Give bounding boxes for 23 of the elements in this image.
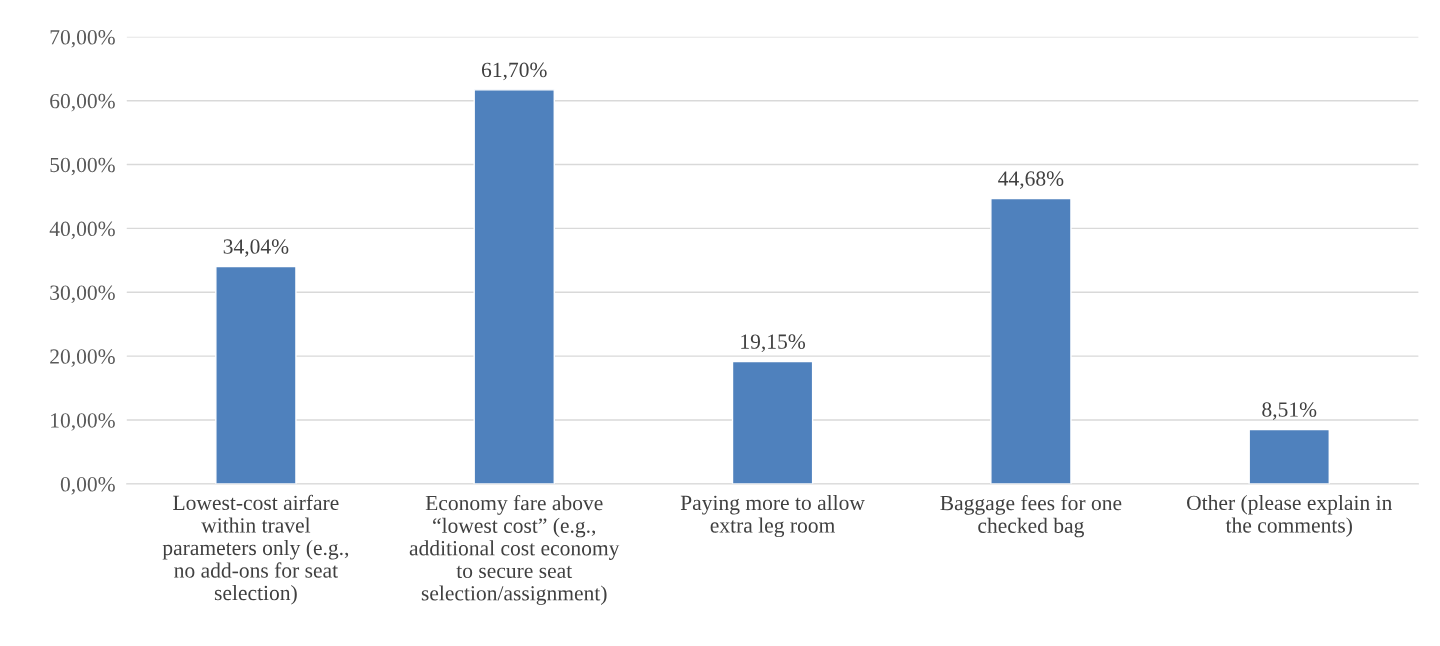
x-tick-label: Economy fare above “lowest cost” (e.g., additional cost economy to secure seat selection/assignment) — [409, 494, 620, 605]
x-tick-label: Other (please explain in the comments) — [1187, 494, 1393, 537]
bar — [215, 265, 297, 484]
y-tick-label: 40,00% — [49, 221, 115, 240]
data-label: 34,04% — [223, 239, 289, 257]
y-tick-label: 10,00% — [51, 413, 115, 431]
data-label: 8,51% — [1262, 402, 1317, 420]
y-tick-label: 50,00% — [50, 157, 115, 176]
bar — [990, 197, 1072, 484]
x-tick-label: Paying more to allow extra leg room — [680, 494, 865, 538]
y-tick-label: 70,00% — [50, 29, 115, 48]
bar — [473, 89, 555, 484]
x-tick-label: Lowest-cost airfare within travel parameters only (e.g., no add-ons for seat selection) — [162, 494, 349, 605]
data-label: 19,15% — [741, 334, 806, 352]
data-label: 61,70% — [481, 62, 547, 81]
y-tick-label: 30,00% — [50, 285, 115, 304]
y-tick-label: 60,00% — [50, 93, 115, 112]
y-tick-label: 0,00% — [60, 477, 115, 495]
y-tick-label: 20,00% — [50, 349, 115, 367]
data-label: 44,68% — [998, 171, 1064, 189]
x-tick-label: Baggage fees for one checked bag — [940, 494, 1122, 538]
bar — [1248, 428, 1330, 484]
bar — [731, 360, 814, 484]
